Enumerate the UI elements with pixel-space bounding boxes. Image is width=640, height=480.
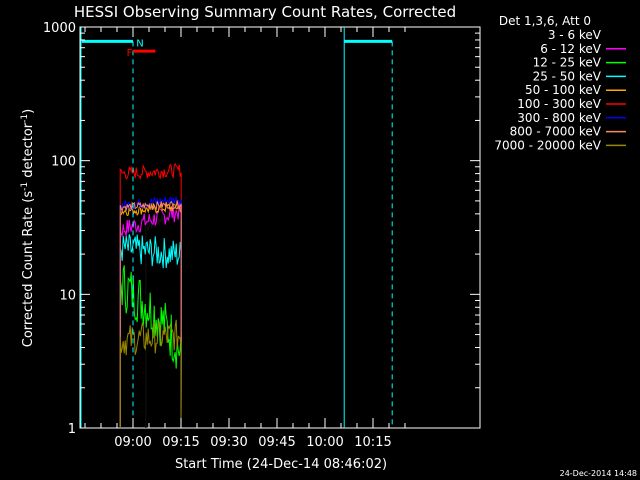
x-tick-label: 10:00 — [306, 435, 343, 450]
series-line-12-25kev — [119, 265, 182, 429]
legend-entry-label: 800 - 7000 keV — [510, 125, 602, 139]
series-line-300-800kev — [119, 196, 182, 429]
y-axis-label-mid: detector — [21, 122, 36, 182]
y-axis-label-sup2: -1 — [20, 114, 30, 123]
legend-entry-label: 50 - 100 keV — [525, 83, 602, 97]
flag-label-n: N — [136, 38, 143, 49]
series-line-3-6kev — [145, 202, 182, 429]
x-tick-label: 09:00 — [114, 435, 151, 450]
series-line-800-7000kev — [119, 200, 182, 429]
timestamp: 24-Dec-2014 14:48 — [560, 469, 637, 478]
x-axis-label: Start Time (24-Dec-14 08:46:02) — [175, 457, 387, 472]
legend-entry-label: 25 - 50 keV — [533, 69, 602, 83]
legend-entry-label: 6 - 12 keV — [540, 42, 602, 56]
legend-header: Det 1,3,6, Att 0 — [499, 14, 591, 28]
x-tick-label: 10:15 — [354, 435, 391, 450]
plot-frame — [79, 26, 481, 429]
y-axis-label-end: ) — [21, 109, 36, 114]
y-tick-label: 10 — [59, 288, 76, 303]
y-axis-label-main: Corrected Count Rate (s — [21, 191, 36, 348]
series-line-25-50kev — [119, 234, 182, 429]
legend-entry-label: 300 - 800 keV — [517, 111, 601, 125]
x-tick-label: 09:45 — [258, 435, 295, 450]
series-line-7000-20000kev — [119, 319, 182, 429]
legend-entry-label: 7000 - 20000 keV — [494, 138, 601, 152]
legend-entry-label: 3 - 6 keV — [548, 28, 602, 42]
legend-entry-label: 12 - 25 keV — [533, 56, 602, 70]
chart-title: HESSI Observing Summary Count Rates, Cor… — [74, 3, 456, 21]
series-line-100-300kev — [119, 162, 182, 429]
flag-label-f: F — [127, 48, 133, 59]
series-line-6-12kev — [119, 202, 182, 429]
y-axis-label-sup1: -1 — [20, 182, 30, 191]
legend-entry-label: 100 - 300 keV — [517, 97, 601, 111]
y-axis-label: Corrected Count Rate (s-1 detector-1) — [20, 109, 36, 347]
y-tick-label: 100 — [51, 155, 76, 170]
x-tick-label: 09:15 — [162, 435, 199, 450]
y-tick-label: 1 — [68, 422, 76, 437]
x-tick-label: 09:30 — [210, 435, 247, 450]
y-tick-label: 1000 — [43, 21, 76, 36]
